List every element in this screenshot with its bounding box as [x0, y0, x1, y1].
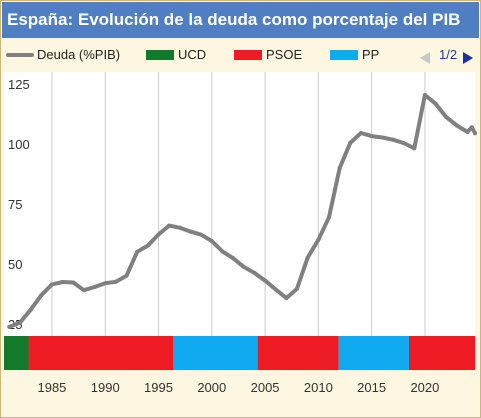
data-point-8 [92, 285, 97, 290]
data-point-10 [113, 279, 118, 284]
triangle-left-icon[interactable] [420, 52, 430, 64]
title-bar: España: Evolución de la deuda como porce… [2, 2, 479, 38]
x-tick-label-2015: 2015 [357, 380, 386, 395]
legend-swatch-pp [330, 50, 358, 60]
legend-label-ucd: UCD [178, 47, 206, 62]
data-point-33 [358, 130, 363, 135]
data-point-23 [252, 270, 257, 275]
grid-lines [4, 72, 475, 370]
government-band-pp-2 [173, 336, 258, 370]
data-point-29 [316, 237, 321, 242]
legend-label-pp: PP [362, 47, 379, 62]
data-point-38 [412, 146, 417, 151]
data-point-12 [135, 249, 140, 254]
chart-title: España: Evolución de la deuda como porce… [7, 10, 461, 29]
series [7, 93, 477, 329]
legend-swatch-psoe [234, 50, 262, 60]
data-point-35 [380, 135, 385, 140]
data-point-42 [454, 123, 459, 128]
data-point-28 [305, 255, 310, 260]
data-point-3 [39, 293, 44, 298]
data-point-44 [469, 125, 474, 130]
data-point-11 [124, 273, 129, 278]
data-point-9 [103, 281, 108, 286]
x-tick-label-1995: 1995 [144, 380, 173, 395]
plot-background [4, 72, 475, 370]
data-point-18 [199, 232, 204, 237]
data-point-2 [28, 307, 33, 312]
legend-label-debt: Deuda (%PIB) [37, 47, 120, 62]
data-point-41 [444, 115, 449, 120]
x-tick-label-2020: 2020 [410, 380, 439, 395]
data-point-7 [81, 288, 86, 293]
x-tick-label-1990: 1990 [91, 380, 120, 395]
data-point-25 [273, 287, 278, 292]
data-point-21 [231, 256, 236, 261]
data-point-4 [49, 282, 54, 287]
pager: 1/2 [420, 47, 473, 64]
pager-label: 1/2 [439, 47, 457, 62]
government-band-pp-4 [338, 336, 409, 370]
data-point-31 [337, 166, 342, 170]
data-point-45 [473, 131, 477, 136]
data-point-30 [327, 215, 332, 220]
data-point-34 [369, 134, 374, 139]
data-point-27 [295, 286, 300, 291]
data-point-6 [71, 280, 76, 285]
x-tick-label-1985: 1985 [37, 380, 66, 395]
data-point-26 [284, 296, 289, 301]
data-point-0 [7, 324, 12, 329]
legend: Deuda (%PIB) UCD PSOE PP [6, 47, 379, 62]
series-line-debt [7, 93, 477, 329]
data-point-1 [17, 320, 22, 325]
data-point-39 [422, 93, 427, 98]
data-point-16 [177, 225, 182, 230]
data-point-36 [390, 137, 395, 142]
x-tick-label-2000: 2000 [197, 380, 226, 395]
legend-label-psoe: PSOE [266, 47, 302, 62]
x-tick-label-2005: 2005 [251, 380, 280, 395]
data-point-24 [263, 278, 268, 283]
legend-swatch-ucd [146, 50, 174, 60]
data-point-15 [167, 223, 172, 228]
government-band-ucd-0 [4, 336, 29, 370]
data-point-19 [209, 238, 214, 243]
data-point-20 [220, 249, 225, 254]
y-tick-label-75: 75 [8, 197, 22, 212]
government-band-psoe-1 [28, 336, 174, 370]
data-point-37 [401, 141, 406, 146]
y-tick-label-50: 50 [8, 257, 22, 272]
government-band-psoe-5 [408, 336, 475, 370]
data-point-40 [433, 101, 438, 106]
triangle-right-icon[interactable] [463, 52, 473, 64]
data-point-5 [60, 280, 65, 284]
x-tick-label-2010: 2010 [304, 380, 333, 395]
y-tick-label-100: 100 [8, 137, 30, 152]
government-band-psoe-3 [257, 336, 339, 370]
data-point-22 [241, 264, 246, 269]
data-point-14 [156, 232, 161, 237]
data-point-17 [188, 229, 193, 234]
data-point-13 [145, 243, 150, 248]
data-point-32 [348, 140, 353, 145]
y-tick-label-125: 125 [8, 77, 30, 92]
data-point-43 [465, 130, 470, 134]
government-bands [4, 336, 475, 370]
